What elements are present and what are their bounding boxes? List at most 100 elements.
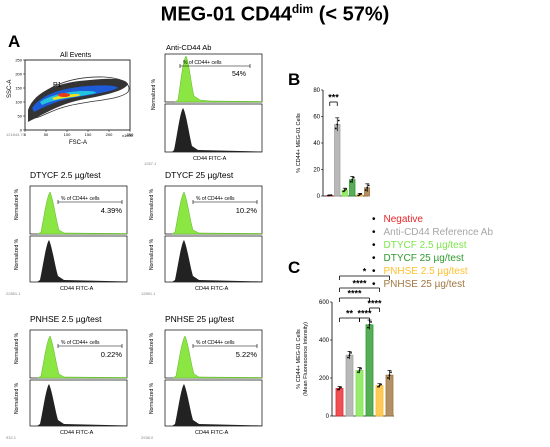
scatter-xtick-label: 50: [44, 132, 49, 137]
data-point: [366, 186, 369, 189]
scatter-density-blue: [32, 85, 118, 112]
data-point: [337, 388, 339, 391]
reference-xlabel: CD44 FITC-A: [193, 156, 227, 162]
bar: [334, 124, 341, 197]
data-point: [387, 377, 389, 379]
panel-ylabel: Normalized %: [14, 238, 20, 270]
y-tick-label: 40: [313, 141, 320, 147]
scatter-xtick-label: 250: [127, 132, 134, 137]
y-axis-label: (Mean Fluorescence Intensity): [303, 322, 309, 396]
y-axis-label: % CD44+ MEG-01 Cells: [296, 113, 302, 173]
data-point: [370, 321, 372, 323]
marker-label: % of CD44+ cells: [196, 196, 235, 202]
data-point: [347, 356, 349, 359]
scatter-ylabel: SSC-A: [7, 80, 13, 98]
panel-title: DTYCF 2.5 µg/test: [30, 170, 101, 180]
scatter-ytick-label: 150: [15, 86, 22, 91]
y-tick-label: 200: [319, 376, 330, 382]
scatter-density-red: [58, 93, 70, 97]
data-point: [360, 367, 362, 370]
bar: [365, 324, 374, 417]
data-point: [390, 371, 392, 374]
legend-item: • Anti-CD44 Reference Ab: [372, 227, 493, 238]
panel-ylabel: Normalized %: [149, 332, 155, 364]
green-histogram: [37, 191, 128, 235]
bar-chart-b: 0 20 40 60 80 % CD44+ MEG-01 Cells ***: [296, 88, 370, 200]
significance-label: ****: [352, 279, 367, 289]
data-point: [340, 386, 342, 389]
data-point: [338, 387, 341, 390]
black-histogram: [37, 384, 127, 426]
bar: [335, 388, 344, 417]
scatter-plot: All Events P1 SSC-A FSC-A x1000 121844.7…: [6, 52, 134, 146]
panel-c-letter: C: [288, 258, 301, 277]
marker-label: % of CD44+ cells: [61, 196, 100, 202]
data-point: [378, 384, 381, 387]
data-point: [328, 194, 331, 197]
panel-a-letter: A: [8, 32, 21, 51]
scatter-gate-p1: [30, 76, 130, 119]
data-point: [380, 383, 382, 386]
data-point: [364, 189, 367, 192]
data-point: [358, 369, 361, 372]
y-tick-label: 60: [313, 115, 320, 121]
y-tick-label: 600: [319, 300, 330, 306]
histogram-panels: DTYCF 2.5 µg/test% of CD44+ cells4.39%No…: [6, 170, 263, 440]
y-tick-label: 20: [313, 168, 320, 174]
data-point: [334, 127, 337, 130]
legend-label: DTYCF 25 µg/test: [383, 253, 464, 264]
data-point: [343, 189, 346, 192]
data-point: [349, 180, 352, 183]
scatter-density-cyan: [40, 91, 96, 105]
scatter-xticks: 0 50 100 150 200 250: [24, 130, 134, 137]
data-point: [351, 178, 354, 181]
data-point: [345, 188, 348, 190]
green-histogram: [172, 335, 263, 379]
panel-xlabel: CD44 FITC-A: [60, 430, 94, 436]
data-point: [348, 354, 351, 357]
significance-label: ****: [347, 289, 362, 299]
data-point: [350, 352, 352, 354]
panel-corner: 932.1: [6, 435, 17, 440]
percent-label: 10.2%: [236, 206, 258, 215]
panel-ylabel: Normalized %: [14, 332, 20, 364]
reference-title: Anti-CD44 Ab: [166, 43, 211, 52]
y-axis-label: % CD44+ MEG-01 Cells: [296, 329, 302, 389]
panel-corner: 2938.0: [141, 435, 154, 440]
scatter-ytick-label: 250: [15, 58, 22, 63]
data-point: [327, 194, 330, 197]
data-point: [330, 194, 333, 196]
data-point: [357, 371, 359, 374]
scatter-xunit: x1000: [122, 133, 134, 138]
reference-percent: 54%: [232, 71, 246, 78]
legend-item: • Negative: [372, 214, 423, 225]
title-superscript: dim: [291, 2, 314, 16]
data-point: [352, 176, 355, 179]
percent-label: 5.22%: [236, 350, 258, 359]
data-point: [342, 190, 345, 193]
flow-cytometry-panel: All Events P1 SSC-A FSC-A x1000 121844.7…: [6, 43, 263, 440]
panel-corner: 12891.1: [141, 291, 156, 296]
scatter-xtick-label: 100: [64, 132, 71, 137]
legend-label: PNHSE 25 µg/test: [383, 279, 465, 290]
scatter-ytick-label: 0: [20, 128, 23, 133]
legend-item: • PNHSE 2.5 µg/test: [372, 266, 468, 277]
legend-bullet: •: [372, 266, 376, 277]
bar: [345, 354, 354, 417]
panel-title: DTYCF 25 µg/test: [165, 170, 234, 180]
bar: [375, 385, 384, 417]
panel-ylabel: Normalized %: [149, 238, 155, 270]
y-tick-label: 80: [313, 88, 320, 94]
legend-bullet: •: [372, 214, 376, 225]
title-tail: (< 57%): [313, 3, 390, 26]
significance-label: ****: [367, 299, 382, 309]
legend-item: • PNHSE 25 µg/test: [372, 279, 465, 290]
data-point: [368, 323, 371, 326]
black-histogram: [172, 384, 262, 426]
scatter-ytick-label: 200: [15, 72, 22, 77]
scatter-xtick-label: 150: [85, 132, 92, 137]
scatter-xtick-label: 0: [24, 132, 27, 137]
